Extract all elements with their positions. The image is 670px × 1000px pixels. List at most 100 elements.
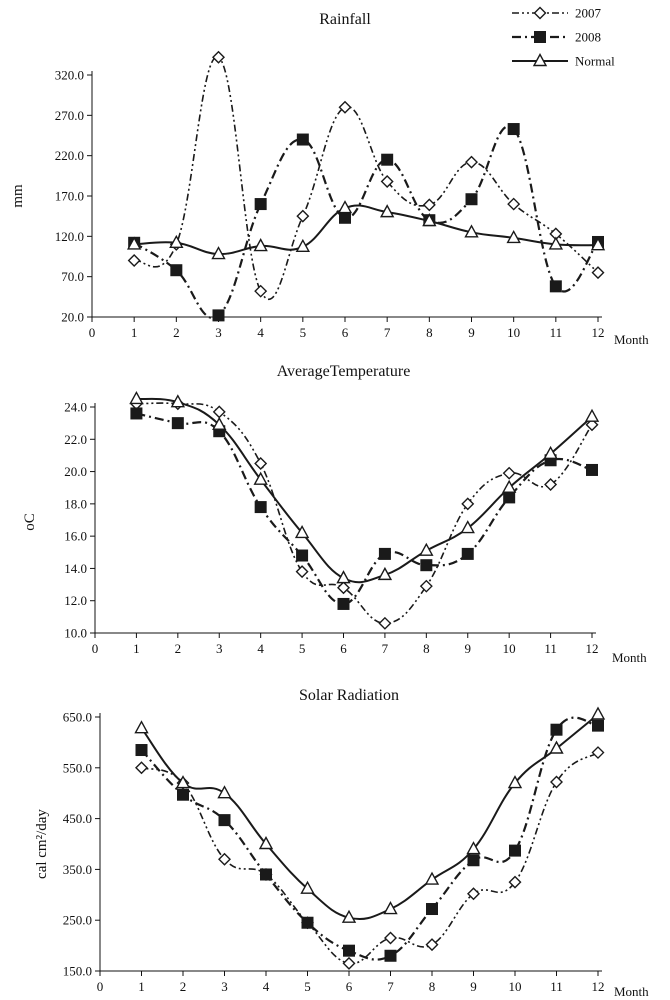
data-point-normal <box>507 775 523 789</box>
x-tick-label: 11 <box>550 979 563 994</box>
data-point-2007 <box>467 887 480 901</box>
legend: 2007 2008 Normal <box>512 6 615 69</box>
x-tick-label: 3 <box>215 325 222 340</box>
data-point-2008 <box>212 309 225 322</box>
legend-label: 2008 <box>575 30 601 45</box>
x-tick-label: 0 <box>89 325 96 340</box>
data-point-2007 <box>419 579 433 593</box>
series-markers-normal <box>126 200 606 260</box>
x-tick-label: 0 <box>97 979 104 994</box>
data-point-2007 <box>378 616 392 630</box>
x-tick-label: 6 <box>346 979 353 994</box>
data-point-2007 <box>422 198 436 212</box>
data-point-normal <box>169 234 184 248</box>
data-point-2007 <box>342 956 356 970</box>
y-tick-label: 70.0 <box>61 269 84 284</box>
data-point-normal <box>460 520 475 534</box>
data-point-2007 <box>254 457 268 470</box>
y-tick-label: 12.0 <box>64 593 87 608</box>
data-point-2008 <box>465 193 478 206</box>
legend-label: Normal <box>575 54 615 69</box>
series-line-2007 <box>141 751 599 965</box>
data-point-2007 <box>127 254 141 268</box>
y-tick-label: 22.0 <box>64 432 87 447</box>
data-point-2007 <box>212 405 226 419</box>
data-point-2008 <box>260 868 272 881</box>
y-tick-label: 20.0 <box>61 310 84 325</box>
data-point-2007 <box>337 581 350 595</box>
x-tick-label: 8 <box>423 641 430 656</box>
data-point-normal <box>379 204 395 218</box>
data-point-normal <box>419 542 434 556</box>
y-tick-label: 220.0 <box>55 148 84 163</box>
y-tick-label: 320.0 <box>55 68 84 83</box>
x-tick-label: 9 <box>468 325 475 340</box>
legend-marker-normal <box>532 53 548 67</box>
data-point-normal <box>590 706 606 720</box>
series-markers-2007 <box>127 50 605 298</box>
y-tick-label: 170.0 <box>55 189 84 204</box>
data-point-2008 <box>592 719 604 732</box>
data-point-2008 <box>467 854 480 867</box>
data-point-2008 <box>507 123 520 136</box>
data-point-2007 <box>218 852 231 866</box>
data-point-normal <box>377 566 393 581</box>
x-tick-label: 9 <box>465 641 472 656</box>
data-point-2007 <box>465 155 478 169</box>
data-point-2008 <box>130 407 143 420</box>
y-tick-label: 10.0 <box>64 626 87 641</box>
y-tick-label: 270.0 <box>55 108 84 123</box>
x-tick-label: 10 <box>503 641 516 656</box>
legend-label: 2007 <box>575 6 602 21</box>
x-tick-label: 5 <box>300 325 307 340</box>
y-axis-title: cal cm²/day <box>34 809 50 879</box>
x-tick-label: 1 <box>133 641 140 656</box>
series-line-normal <box>134 204 599 256</box>
legend-item-2008: 2008 <box>512 30 601 45</box>
data-point-normal <box>341 909 357 923</box>
data-point-normal <box>501 479 517 493</box>
data-point-2008 <box>343 944 355 957</box>
data-point-normal <box>217 785 232 799</box>
data-point-2008 <box>254 198 267 211</box>
data-point-2008 <box>550 723 563 736</box>
data-point-2007 <box>384 931 397 945</box>
chart-3: Solar Radiation 150.0 250.0 350.0 450.0 550.0… <box>34 687 649 999</box>
y-tick-label: 20.0 <box>64 464 87 479</box>
y-axis-title: oC <box>22 513 38 531</box>
y-tick-label: 14.0 <box>64 561 87 576</box>
series-markers-2008 <box>135 719 604 962</box>
series-line-2007 <box>133 56 599 300</box>
series-line-normal <box>140 713 599 921</box>
data-point-2008 <box>339 211 351 224</box>
y-tick-label: 18.0 <box>64 496 87 511</box>
y-tick-label: 550.0 <box>63 760 92 775</box>
data-point-2008 <box>218 814 231 827</box>
data-point-2008 <box>135 744 148 757</box>
series-line-2007 <box>136 402 593 625</box>
legend-marker-2007 <box>533 6 547 20</box>
data-point-normal <box>253 471 268 485</box>
x-tick-label: 3 <box>221 979 228 994</box>
chart-1: Rainfall 20.0 70.0 120.0 170.0 220.0 270.0 320.… <box>10 11 649 347</box>
x-tick-label: 4 <box>263 979 270 994</box>
x-axis-title: Month <box>612 650 647 665</box>
series-line-2008 <box>136 412 593 606</box>
x-axis-title: Month <box>614 984 649 999</box>
data-point-2008 <box>381 153 394 166</box>
legend-marker-2008 <box>534 31 546 43</box>
data-point-normal <box>212 416 227 430</box>
data-point-normal <box>129 390 144 405</box>
x-tick-label: 10 <box>509 979 522 994</box>
data-point-normal <box>466 841 481 855</box>
data-point-2008 <box>461 547 474 560</box>
data-point-2008 <box>503 491 516 504</box>
data-point-2007 <box>425 938 439 952</box>
data-point-2008 <box>426 903 438 916</box>
data-point-2008 <box>171 417 184 430</box>
data-point-2008 <box>337 597 350 610</box>
series-markers-normal <box>134 706 606 923</box>
data-point-normal <box>422 213 437 227</box>
y-tick-label: 150.0 <box>63 964 92 979</box>
data-point-2007 <box>591 746 605 760</box>
